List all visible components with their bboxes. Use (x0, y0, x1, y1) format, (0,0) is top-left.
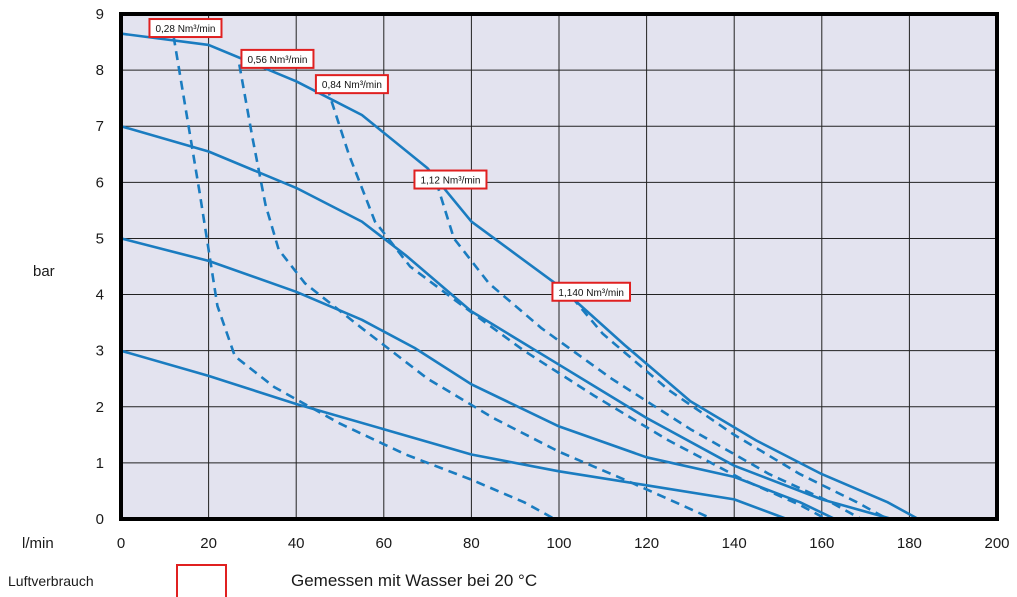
pressure-curve (119, 237, 837, 521)
air-flow-label-text: 0,84 Nm³/min (322, 80, 382, 91)
x-tick-label: 60 (375, 535, 392, 552)
measurement-note: Gemessen mit Wasser bei 20 °C (291, 571, 537, 590)
air-flow-label: 1,140 Nm³/min (551, 281, 632, 302)
curves (119, 32, 920, 521)
air-flow-label-box (551, 281, 632, 302)
air-consumption-curve (172, 36, 556, 521)
y-tick-label: 3 (96, 343, 104, 360)
y-tick-label: 9 (96, 6, 104, 23)
grid (121, 14, 997, 519)
air-flow-label-text: 0,56 Nm³/min (247, 55, 307, 66)
y-tick-labels: 0 1 2 3 4 5 6 7 8 9 (96, 6, 104, 528)
flow-labels: 0,28 Nm³/min 0,56 Nm³/min 0,84 Nm³/min 1,12… (148, 18, 632, 302)
y-tick-label: 0 (96, 511, 104, 528)
y-tick-label: 8 (96, 62, 104, 79)
y-tick-label: 7 (96, 118, 104, 135)
air-flow-label-box (148, 18, 223, 39)
x-tick-label: 100 (546, 535, 571, 552)
x-tick-label: 0 (117, 535, 125, 552)
pressure-curve (119, 349, 789, 521)
air-flow-label: 1,12 Nm³/min (413, 169, 488, 190)
x-tick-label: 80 (463, 535, 480, 552)
air-consumption-curve (325, 86, 827, 521)
air-consumption-curve (571, 296, 889, 521)
y-axis-label: bar (33, 263, 55, 280)
y-tick-label: 5 (96, 230, 104, 247)
air-flow-label: 0,28 Nm³/min (148, 18, 223, 39)
air-consumption-curve (435, 181, 862, 521)
air-flow-label-text: 0,28 Nm³/min (155, 24, 215, 35)
legend-label: Luftverbrauch (8, 573, 94, 589)
x-tick-label: 20 (200, 535, 217, 552)
y-tick-label: 2 (96, 399, 104, 416)
legend-swatch (176, 564, 227, 597)
air-flow-label-box (413, 169, 488, 190)
y-tick-label: 4 (96, 287, 104, 304)
air-flow-label-box (314, 74, 389, 95)
x-tick-label: 120 (634, 535, 659, 552)
y-tick-label: 6 (96, 174, 104, 191)
x-tick-label: 40 (288, 535, 305, 552)
x-tick-label: 140 (722, 535, 747, 552)
x-axis-label: l/min (22, 535, 54, 552)
air-flow-label-text: 1,140 Nm³/min (558, 288, 624, 299)
air-flow-label-text: 1,12 Nm³/min (420, 176, 480, 187)
x-tick-label: 160 (809, 535, 834, 552)
air-flow-label-box (240, 48, 315, 69)
air-flow-label: 0,84 Nm³/min (314, 74, 389, 95)
x-tick-label: 180 (897, 535, 922, 552)
x-tick-label: 200 (984, 535, 1009, 552)
air-consumption-curve (238, 64, 713, 521)
plot-frame (119, 12, 999, 521)
air-flow-label: 0,56 Nm³/min (240, 48, 315, 69)
x-tick-labels: 0 20 40 60 80 100 120 140 160 180 200 (117, 535, 1010, 552)
y-tick-label: 1 (96, 455, 104, 472)
